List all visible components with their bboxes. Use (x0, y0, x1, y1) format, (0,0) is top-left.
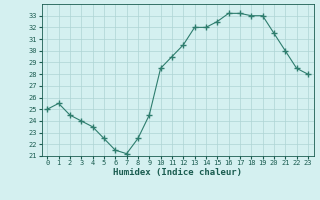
X-axis label: Humidex (Indice chaleur): Humidex (Indice chaleur) (113, 168, 242, 177)
